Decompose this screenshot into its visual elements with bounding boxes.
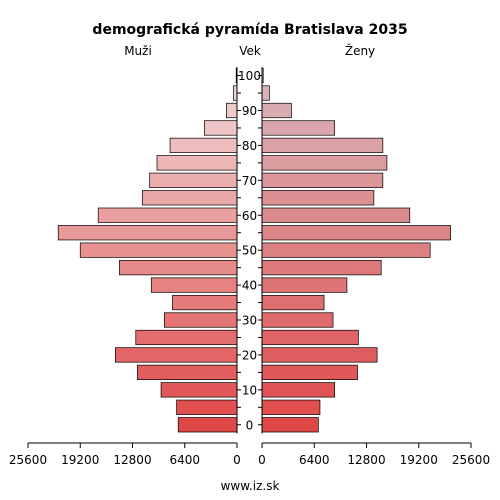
male-bar-15-19 <box>137 364 238 380</box>
male-bar-55-59 <box>57 225 238 241</box>
male-label: Muži <box>124 44 152 58</box>
female-x-tick-label: 6400 <box>299 453 330 467</box>
age-tick-label-80: 80 <box>242 139 257 153</box>
male-bar-0-4 <box>177 417 238 433</box>
female-bar-95-99 <box>261 85 270 101</box>
age-label: Vek <box>239 44 261 58</box>
male-x-tick-label: 19200 <box>61 453 99 467</box>
age-tick-label-20: 20 <box>242 348 257 362</box>
age-tick-label-40: 40 <box>242 279 257 293</box>
age-tick-label-100: 100 <box>238 69 261 83</box>
female-bar-50-54 <box>261 242 431 258</box>
age-tick-label-0: 0 <box>246 418 254 432</box>
female-bar-75-79 <box>261 155 388 171</box>
male-x-axis: 25600 19200 12800 6400 0 <box>9 442 241 467</box>
age-tick-label-90: 90 <box>242 104 257 118</box>
age-tick-label-30: 30 <box>242 314 257 328</box>
age-tick-label-70: 70 <box>242 174 257 188</box>
female-bar-65-69 <box>261 190 375 206</box>
footer-source: www.iz.sk <box>221 479 280 493</box>
male-bar-5-9 <box>176 399 238 415</box>
female-bar-20-24 <box>261 347 378 363</box>
female-bar-55-59 <box>261 225 451 241</box>
age-tick-label-50: 50 <box>242 244 257 258</box>
female-x-tick-label: 19200 <box>400 453 438 467</box>
age-tick-label-10: 10 <box>242 383 257 397</box>
male-bar-40-44 <box>150 277 238 293</box>
female-bar-80-84 <box>261 137 384 154</box>
female-bar-70-74 <box>261 172 384 188</box>
female-bar-25-29 <box>261 329 359 346</box>
female-bar-60-64 <box>261 207 411 223</box>
male-bar-25-29 <box>135 329 238 346</box>
female-x-tick-label: 25600 <box>452 453 490 467</box>
age-tick-label-60: 60 <box>242 209 257 223</box>
male-bar-90-94 <box>226 102 238 119</box>
male-bar-60-64 <box>97 207 238 223</box>
male-bar-10-14 <box>160 382 238 398</box>
male-bar-80-84 <box>169 137 238 154</box>
female-label: Ženy <box>345 43 375 58</box>
male-bar-50-54 <box>79 242 238 258</box>
female-bar-30-34 <box>261 312 334 328</box>
female-bar-15-19 <box>261 364 358 380</box>
female-bars <box>261 67 451 433</box>
male-bar-45-49 <box>119 260 238 276</box>
male-bar-70-74 <box>149 172 238 188</box>
male-bar-85-89 <box>203 120 238 136</box>
male-bar-20-24 <box>115 347 238 363</box>
age-axis: 0 10 20 30 40 50 60 70 80 90 100 <box>236 66 263 434</box>
male-bar-65-69 <box>141 190 238 206</box>
male-bar-30-34 <box>163 312 238 328</box>
male-x-tick-label: 25600 <box>9 453 47 467</box>
female-bar-45-49 <box>261 260 382 276</box>
male-bar-95-99 <box>232 85 238 101</box>
female-bar-35-39 <box>261 294 325 311</box>
female-bar-40-44 <box>261 277 348 293</box>
female-bar-5-9 <box>261 399 321 415</box>
male-x-tick-label: 12800 <box>113 453 151 467</box>
male-bar-35-39 <box>172 294 238 311</box>
male-x-tick-label: 6400 <box>169 453 200 467</box>
female-bar-0-4 <box>261 417 319 433</box>
female-bar-90-94 <box>261 102 292 119</box>
male-bar-75-79 <box>156 155 238 171</box>
male-bars <box>57 67 238 433</box>
male-x-tick-label: 0 <box>233 453 241 467</box>
female-x-axis: 25600 19200 12800 6400 0 <box>258 442 490 467</box>
female-x-tick-label: 12800 <box>347 453 385 467</box>
chart-title: demografická pyramída Bratislava 2035 <box>92 22 407 38</box>
female-bar-85-89 <box>261 120 336 136</box>
female-x-tick-label: 0 <box>258 453 266 467</box>
female-bar-10-14 <box>261 382 336 398</box>
